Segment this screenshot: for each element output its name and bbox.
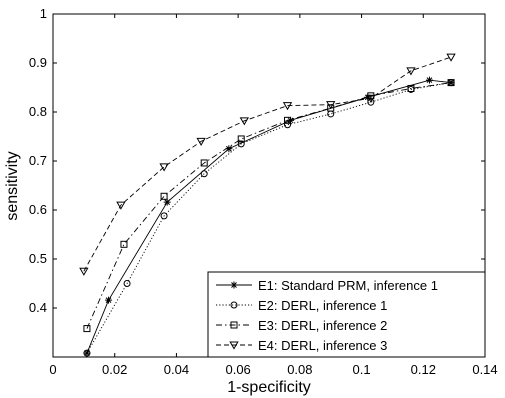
x-tick-label: 0.06: [225, 362, 250, 377]
y-tick-label: 1: [40, 6, 47, 21]
data-point: [447, 79, 455, 87]
series-3: [83, 79, 455, 333]
data-point: [196, 137, 206, 147]
y-tick-label: 0.5: [29, 251, 47, 266]
legend-item: E3: DERL, inference 2: [216, 318, 387, 333]
legend-marker: [230, 301, 238, 309]
data-point: [123, 280, 131, 287]
data-point: [284, 121, 292, 129]
x-tick-label: 0.14: [472, 362, 497, 377]
data-point: [160, 212, 168, 220]
legend-marker: [229, 341, 239, 350]
data-point: [200, 159, 208, 167]
x-tick-label: 0: [49, 362, 56, 377]
x-tick-label: 0.02: [102, 362, 127, 377]
data-point: [406, 67, 416, 76]
data-point: [163, 198, 171, 206]
legend-box: [207, 271, 486, 358]
data-point: [446, 53, 456, 62]
legend: E1: Standard PRM, inference 1 E2: DERL, i…: [207, 271, 486, 358]
legend-label: E3: DERL, inference 2: [258, 318, 387, 333]
series-line: [86, 79, 452, 354]
y-axis-ticks: 0.4 0.5 0.6 0.7 0.8 0.9 1: [29, 6, 485, 315]
y-tick-label: 0.9: [29, 55, 47, 70]
data-point: [282, 102, 293, 111]
data-point: [407, 84, 415, 92]
data-point: [160, 192, 168, 200]
data-point: [120, 240, 128, 248]
y-tick-label: 0.4: [29, 300, 47, 315]
data-point: [425, 76, 433, 84]
data-point: [237, 140, 245, 148]
x-tick-label: 0.08: [287, 362, 312, 377]
data-point: [284, 116, 292, 124]
series-line: [83, 56, 452, 272]
series-line: [86, 82, 452, 329]
data-point: [200, 170, 208, 178]
legend-marker: [230, 281, 238, 289]
y-tick-label: 0.6: [29, 202, 47, 217]
x-tick-label: 0.04: [164, 362, 189, 377]
y-tick-label: 0.8: [29, 104, 47, 119]
y-axis-label: sensitivity: [4, 151, 21, 220]
series-line: [86, 82, 452, 354]
data-point: [225, 145, 233, 153]
legend-item: E1: Standard PRM, inference 1: [216, 278, 438, 293]
legend-label: E2: DERL, inference 1: [258, 298, 387, 313]
data-point: [239, 117, 249, 126]
data-point: [105, 296, 113, 304]
y-tick-label: 0.7: [29, 153, 47, 168]
data-point: [83, 349, 91, 357]
legend-label: E4: DERL, inference 3: [258, 338, 387, 353]
legend-label: E1: Standard PRM, inference 1: [258, 278, 438, 293]
series-layer: [79, 53, 456, 357]
x-axis-label: 1-specificity: [227, 379, 311, 396]
legend-item: E2: DERL, inference 1: [216, 298, 387, 313]
data-point: [326, 101, 336, 110]
data-point: [116, 201, 126, 210]
series-4: [79, 53, 456, 276]
data-point: [79, 267, 89, 276]
data-point: [83, 325, 91, 333]
data-point: [327, 110, 335, 118]
data-point: [159, 163, 169, 172]
legend-marker: [230, 321, 238, 329]
x-tick-label: 0.1: [353, 362, 371, 377]
legend-item: E4: DERL, inference 3: [216, 338, 387, 353]
data-point: [237, 135, 245, 143]
x-tick-label: 0.12: [411, 362, 436, 377]
data-point: [366, 94, 376, 103]
